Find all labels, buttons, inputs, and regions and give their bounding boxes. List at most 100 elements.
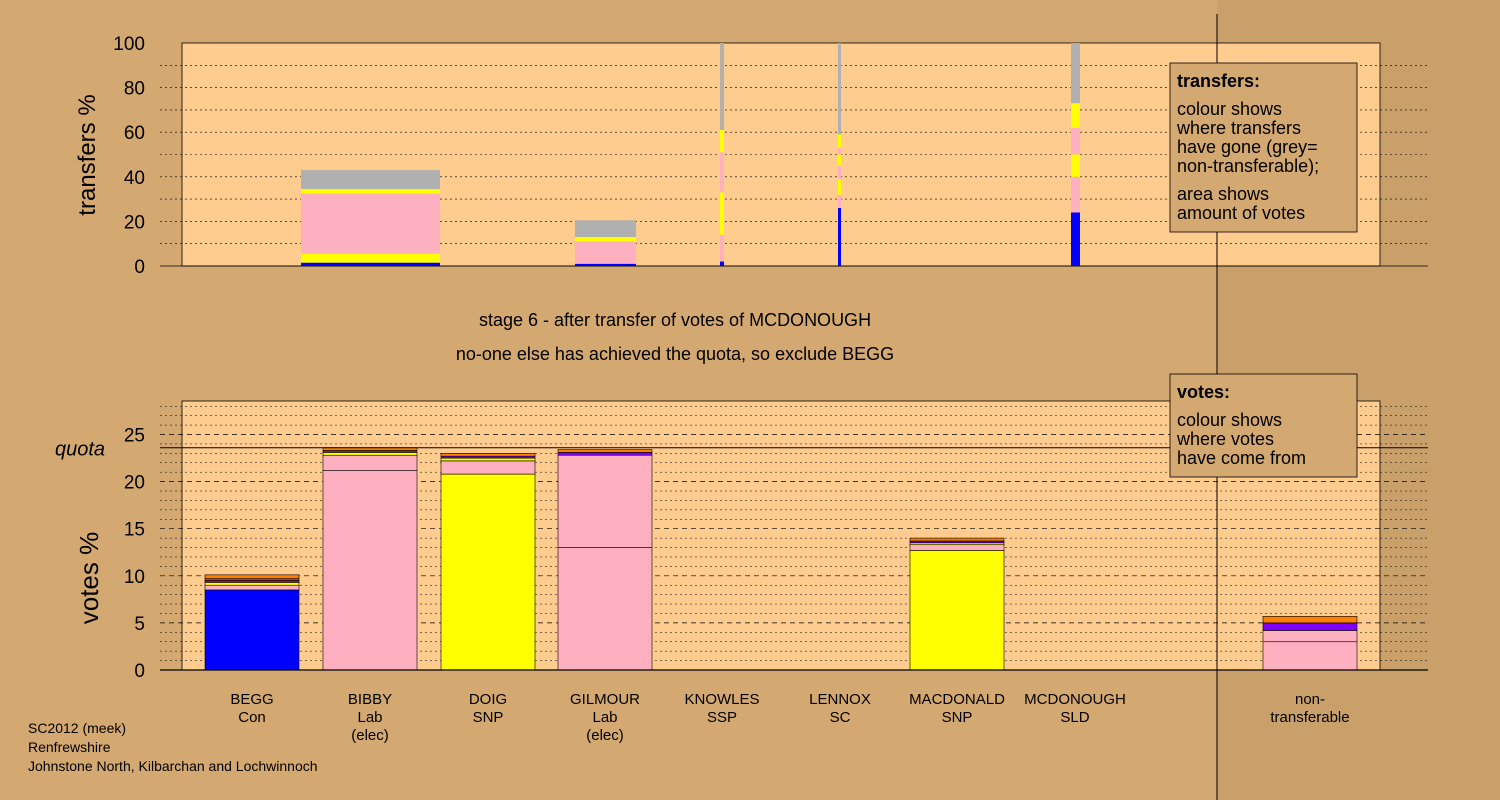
vote-segment bbox=[322, 454, 418, 471]
vote-segment bbox=[440, 457, 536, 462]
vote-segment bbox=[204, 574, 300, 579]
transfer-segment-knowles bbox=[720, 129, 724, 153]
category-label: GILMOUR bbox=[570, 691, 640, 708]
y-tick-label: 15 bbox=[124, 520, 145, 541]
y-tick-label: 100 bbox=[113, 34, 145, 55]
category-label: (elec) bbox=[586, 727, 624, 744]
category-label: SSP bbox=[707, 709, 737, 726]
vote-segment bbox=[322, 452, 418, 456]
category-label: Lab bbox=[357, 709, 382, 726]
footer-council: Renfrewshire bbox=[28, 739, 111, 755]
transfer-segment-begg bbox=[301, 262, 440, 266]
category-label: Lab bbox=[592, 709, 617, 726]
vote-segment bbox=[909, 550, 1005, 671]
transfer-segment-mcdonough bbox=[1071, 154, 1080, 177]
category-label: MACDONALD bbox=[909, 691, 1005, 708]
transfer-segment-gilmour bbox=[575, 220, 636, 238]
transfer-segment-lennox bbox=[838, 179, 841, 195]
transfer-segment-mcdonough bbox=[1071, 43, 1080, 104]
votes-category-labels: BEGGConBIBBYLab(elec)DOIGSNPGILMOURLab(e… bbox=[230, 691, 1349, 744]
transfer-segment-mcdonough bbox=[1071, 176, 1080, 213]
vote-segment bbox=[909, 544, 1005, 551]
transfer-segment-mcdonough bbox=[1071, 127, 1080, 155]
vote-segment bbox=[440, 460, 536, 475]
vote-segment bbox=[440, 473, 536, 671]
transfers-legend: transfers: colour shows where transfers … bbox=[1169, 62, 1358, 233]
votes-bars bbox=[204, 447, 1358, 671]
vote-segment bbox=[557, 547, 653, 671]
votes-legend-line: where votes bbox=[1176, 429, 1274, 449]
vote-segment bbox=[204, 584, 300, 591]
y-tick-label: 20 bbox=[124, 212, 145, 233]
transfers-legend-box bbox=[1169, 62, 1358, 233]
votes-legend: votes: colour shows where votes have com… bbox=[1169, 373, 1358, 478]
footer-ward: Johnstone North, Kilbarchan and Lochwinn… bbox=[28, 758, 318, 774]
category-label: BIBBY bbox=[348, 691, 392, 708]
transfer-segment-gilmour bbox=[575, 237, 636, 242]
vote-segment bbox=[204, 582, 300, 586]
transfer-segment-begg bbox=[301, 189, 440, 194]
category-label: DOIG bbox=[469, 691, 507, 708]
y-tick-label: 10 bbox=[124, 567, 145, 588]
transfer-segment-knowles bbox=[720, 43, 724, 130]
category-label: SNP bbox=[942, 709, 973, 726]
vote-segment bbox=[1262, 616, 1358, 624]
transfer-segment-knowles bbox=[720, 234, 724, 262]
category-label: Con bbox=[238, 709, 266, 726]
transfer-segment-lennox bbox=[838, 165, 841, 180]
transfer-segment-lennox bbox=[838, 43, 841, 135]
category-label: KNOWLES bbox=[684, 691, 759, 708]
transfer-segment-lennox bbox=[838, 134, 841, 148]
vote-segment bbox=[1262, 622, 1358, 631]
y-tick-label: 80 bbox=[124, 79, 145, 100]
vote-segment bbox=[557, 454, 653, 548]
category-label: BEGG bbox=[230, 691, 273, 708]
transfer-segment-lennox bbox=[838, 154, 841, 166]
category-label: LENNOX bbox=[809, 691, 871, 708]
transfer-segment-knowles bbox=[720, 152, 724, 193]
category-label: (elec) bbox=[351, 727, 389, 744]
votes-legend-title: votes: bbox=[1177, 382, 1230, 402]
category-label: SC bbox=[830, 709, 851, 726]
transfer-segment-knowles bbox=[720, 261, 724, 266]
category-label: transferable bbox=[1270, 709, 1349, 726]
votes-y-ticks: 0 5 10 15 20 25 bbox=[124, 426, 145, 683]
vote-segment bbox=[909, 537, 1005, 542]
transfers-bars bbox=[301, 43, 1080, 266]
y-tick-label: 60 bbox=[124, 123, 145, 144]
vote-segment bbox=[1262, 630, 1358, 643]
transfers-legend-line: have gone (grey= bbox=[1177, 137, 1318, 157]
transfers-legend-line: amount of votes bbox=[1177, 203, 1305, 223]
transfer-segment-knowles bbox=[720, 192, 724, 235]
vote-segment bbox=[1262, 641, 1358, 671]
transfer-segment-mcdonough bbox=[1071, 103, 1080, 128]
footer-election: SC2012 (meek) bbox=[28, 720, 126, 736]
transfer-segment-gilmour bbox=[575, 241, 636, 264]
y-tick-label: 25 bbox=[124, 426, 145, 447]
transfer-segment-lennox bbox=[838, 208, 841, 266]
votes-y-axis-label: votes % bbox=[74, 532, 104, 625]
y-tick-label: 5 bbox=[134, 614, 145, 635]
category-label: non- bbox=[1295, 691, 1325, 708]
transfers-legend-line: colour shows bbox=[1177, 99, 1282, 119]
transfers-legend-line: area shows bbox=[1177, 184, 1269, 204]
transfers-legend-line: non-transferable); bbox=[1177, 156, 1319, 176]
vote-segment bbox=[204, 589, 300, 671]
votes-legend-line: colour shows bbox=[1177, 410, 1282, 430]
transfer-segment-mcdonough bbox=[1071, 212, 1080, 266]
transfer-segment-begg bbox=[301, 193, 440, 254]
transfer-segment-begg bbox=[301, 170, 440, 190]
vote-segment bbox=[557, 449, 653, 453]
y-tick-label: 0 bbox=[134, 661, 145, 682]
transfers-legend-line: where transfers bbox=[1176, 118, 1301, 138]
votes-legend-line: have come from bbox=[1177, 448, 1306, 468]
y-tick-label: 20 bbox=[124, 473, 145, 494]
category-label: SNP bbox=[473, 709, 504, 726]
transfer-segment-begg bbox=[301, 253, 440, 263]
votes-legend-box bbox=[1169, 373, 1358, 478]
category-label: MCDONOUGH bbox=[1024, 691, 1126, 708]
transfer-segment-lennox bbox=[838, 147, 841, 155]
transfers-y-ticks: 0 20 40 60 80 100 bbox=[113, 34, 145, 278]
transfers-legend-title: transfers: bbox=[1177, 71, 1260, 91]
